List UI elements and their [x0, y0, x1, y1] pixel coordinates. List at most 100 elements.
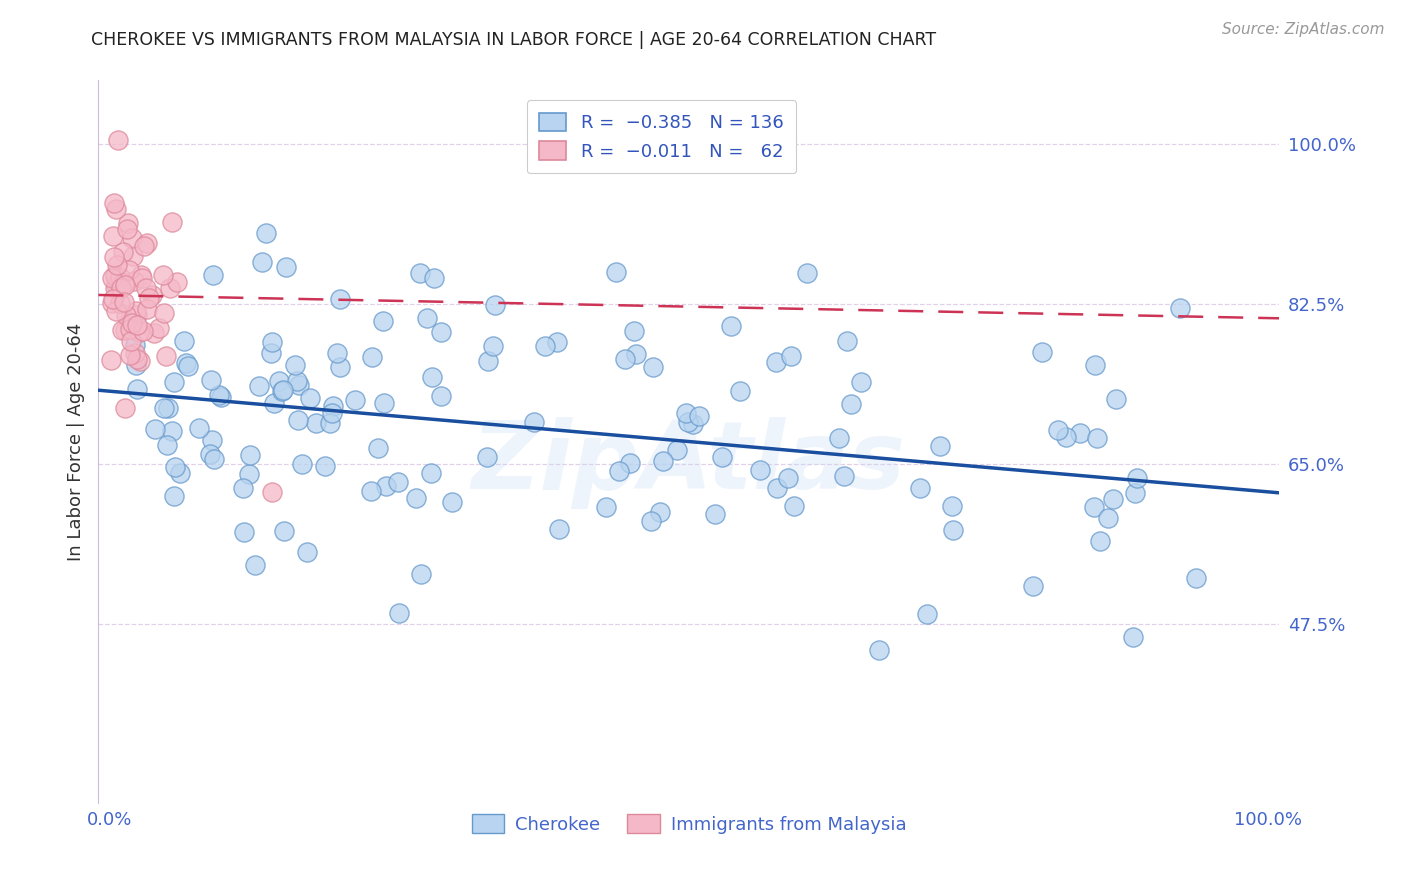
- Point: [111, 323, 134, 337]
- Point: [104, 281, 127, 295]
- Point: [131, 268, 153, 282]
- Point: [711, 450, 734, 464]
- Point: [484, 298, 506, 312]
- Point: [128, 325, 150, 339]
- Point: [640, 514, 662, 528]
- Point: [232, 525, 254, 540]
- Point: [108, 296, 131, 310]
- Point: [291, 457, 314, 471]
- Point: [779, 350, 801, 364]
- Point: [173, 334, 195, 348]
- Point: [122, 274, 145, 288]
- Point: [108, 270, 131, 285]
- Point: [104, 303, 127, 318]
- Point: [441, 494, 464, 508]
- Point: [101, 293, 124, 307]
- Point: [136, 301, 159, 316]
- Point: [1047, 423, 1070, 437]
- Point: [118, 315, 141, 329]
- Point: [1031, 344, 1053, 359]
- Point: [534, 338, 557, 352]
- Point: [202, 268, 225, 282]
- Text: ZipAtlas: ZipAtlas: [472, 417, 905, 509]
- Point: [360, 483, 382, 498]
- Point: [595, 500, 617, 515]
- Point: [125, 304, 148, 318]
- Point: [262, 484, 284, 499]
- Point: [131, 324, 153, 338]
- Point: [942, 523, 965, 537]
- Point: [1101, 492, 1123, 507]
- Point: [254, 227, 277, 241]
- Point: [166, 275, 188, 289]
- Point: [110, 280, 132, 294]
- Point: [163, 489, 186, 503]
- Point: [107, 133, 129, 147]
- Point: [157, 401, 180, 415]
- Y-axis label: In Labor Force | Age 20-64: In Labor Force | Age 20-64: [66, 322, 84, 561]
- Point: [367, 441, 389, 455]
- Point: [613, 352, 636, 367]
- Point: [652, 454, 675, 468]
- Point: [477, 353, 499, 368]
- Point: [834, 468, 856, 483]
- Point: [131, 271, 153, 285]
- Point: [374, 479, 396, 493]
- Point: [145, 422, 167, 436]
- Point: [523, 415, 546, 429]
- Point: [136, 235, 159, 250]
- Point: [420, 466, 443, 480]
- Point: [118, 347, 141, 361]
- Point: [322, 400, 344, 414]
- Point: [111, 244, 134, 259]
- Point: [152, 401, 174, 415]
- Point: [105, 278, 128, 293]
- Point: [103, 195, 125, 210]
- Point: [121, 317, 143, 331]
- Point: [121, 249, 143, 263]
- Point: [415, 310, 437, 325]
- Point: [174, 356, 197, 370]
- Point: [405, 491, 427, 506]
- Point: [273, 524, 295, 538]
- Point: [252, 255, 274, 269]
- Point: [1087, 431, 1109, 445]
- Point: [127, 318, 149, 332]
- Point: [730, 384, 752, 399]
- Point: [125, 358, 148, 372]
- Point: [1069, 425, 1091, 440]
- Point: [114, 323, 136, 337]
- Point: [839, 397, 862, 411]
- Point: [319, 416, 342, 430]
- Point: [1123, 486, 1146, 500]
- Point: [104, 268, 127, 282]
- Point: [135, 281, 157, 295]
- Point: [703, 508, 725, 522]
- Point: [849, 376, 872, 390]
- Point: [152, 268, 174, 283]
- Point: [605, 265, 627, 279]
- Point: [114, 308, 136, 322]
- Point: [101, 271, 124, 285]
- Point: [420, 369, 443, 384]
- Point: [321, 406, 343, 420]
- Point: [208, 388, 231, 402]
- Point: [120, 322, 142, 336]
- Point: [100, 353, 122, 368]
- Point: [162, 375, 184, 389]
- Point: [388, 606, 411, 620]
- Point: [1097, 511, 1119, 525]
- Point: [117, 221, 139, 235]
- Point: [373, 395, 395, 409]
- Point: [243, 558, 266, 573]
- Point: [1122, 631, 1144, 645]
- Point: [159, 281, 181, 295]
- Point: [187, 420, 209, 434]
- Legend: Cherokee, Immigrants from Malaysia: Cherokee, Immigrants from Malaysia: [464, 807, 914, 841]
- Point: [128, 354, 150, 368]
- Point: [238, 467, 260, 481]
- Point: [169, 466, 191, 480]
- Point: [429, 326, 451, 340]
- Point: [273, 383, 295, 397]
- Point: [285, 374, 308, 388]
